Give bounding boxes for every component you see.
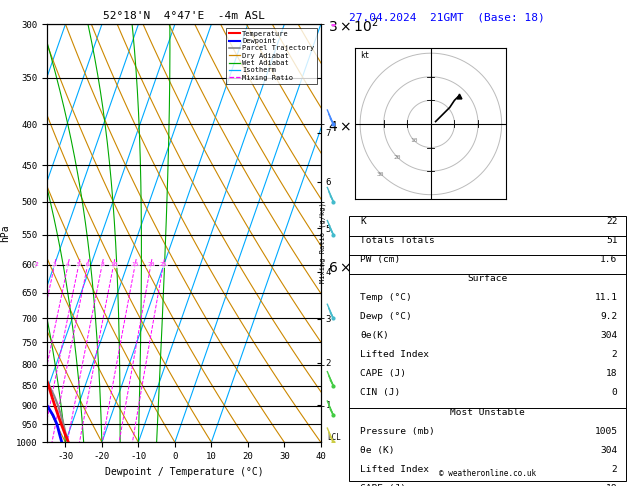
Text: Lifted Index: Lifted Index [360, 465, 429, 474]
Text: 20: 20 [147, 262, 155, 267]
Text: 2: 2 [35, 262, 38, 267]
Title: 52°18'N  4°47'E  -4m ASL: 52°18'N 4°47'E -4m ASL [103, 11, 265, 21]
Text: CIN (J): CIN (J) [360, 388, 401, 398]
Text: 304: 304 [600, 331, 618, 340]
Text: Surface: Surface [467, 274, 508, 283]
Text: 18: 18 [606, 369, 618, 379]
Text: 10: 10 [410, 139, 418, 143]
X-axis label: Dewpoint / Temperature (°C): Dewpoint / Temperature (°C) [104, 467, 264, 477]
Text: kt: kt [360, 51, 369, 60]
Text: 30: 30 [376, 173, 384, 177]
Text: 6: 6 [86, 262, 89, 267]
Text: 3: 3 [53, 262, 57, 267]
Text: Mixing Ratio (g/kg): Mixing Ratio (g/kg) [320, 203, 326, 283]
Text: 27.04.2024  21GMT  (Base: 18): 27.04.2024 21GMT (Base: 18) [349, 12, 545, 22]
Text: 10: 10 [110, 262, 117, 267]
Legend: Temperature, Dewpoint, Parcel Trajectory, Dry Adiabat, Wet Adiabat, Isotherm, Mi: Temperature, Dewpoint, Parcel Trajectory… [226, 28, 317, 84]
Y-axis label: hPa: hPa [1, 225, 11, 242]
Text: Lifted Index: Lifted Index [360, 350, 429, 359]
Text: CAPE (J): CAPE (J) [360, 369, 406, 379]
Text: Pressure (mb): Pressure (mb) [360, 427, 435, 435]
Text: 2: 2 [612, 350, 618, 359]
Text: Temp (°C): Temp (°C) [360, 293, 412, 302]
Text: Most Unstable: Most Unstable [450, 407, 525, 417]
Text: 0: 0 [612, 388, 618, 398]
Text: 304: 304 [600, 446, 618, 454]
Text: 5: 5 [77, 262, 81, 267]
Text: 9.2: 9.2 [600, 312, 618, 321]
Text: 4: 4 [66, 262, 70, 267]
Text: 18: 18 [606, 484, 618, 486]
Text: 1005: 1005 [594, 427, 618, 435]
Y-axis label: km
ASL: km ASL [386, 224, 401, 243]
Text: 11.1: 11.1 [594, 293, 618, 302]
Text: θe(K): θe(K) [360, 331, 389, 340]
Text: K: K [360, 217, 366, 226]
Text: 8: 8 [100, 262, 104, 267]
Text: θe (K): θe (K) [360, 446, 394, 454]
Text: 22: 22 [606, 217, 618, 226]
Text: © weatheronline.co.uk: © weatheronline.co.uk [439, 469, 536, 479]
Text: Dewp (°C): Dewp (°C) [360, 312, 412, 321]
Text: 51: 51 [606, 236, 618, 245]
Text: 1.6: 1.6 [600, 255, 618, 264]
Text: 2: 2 [612, 465, 618, 474]
Text: CAPE (J): CAPE (J) [360, 484, 406, 486]
Text: Totals Totals: Totals Totals [360, 236, 435, 245]
Text: 15: 15 [131, 262, 139, 267]
Text: 25: 25 [160, 262, 167, 267]
Text: PW (cm): PW (cm) [360, 255, 401, 264]
Text: LCL: LCL [328, 433, 342, 441]
Text: 20: 20 [393, 156, 401, 160]
